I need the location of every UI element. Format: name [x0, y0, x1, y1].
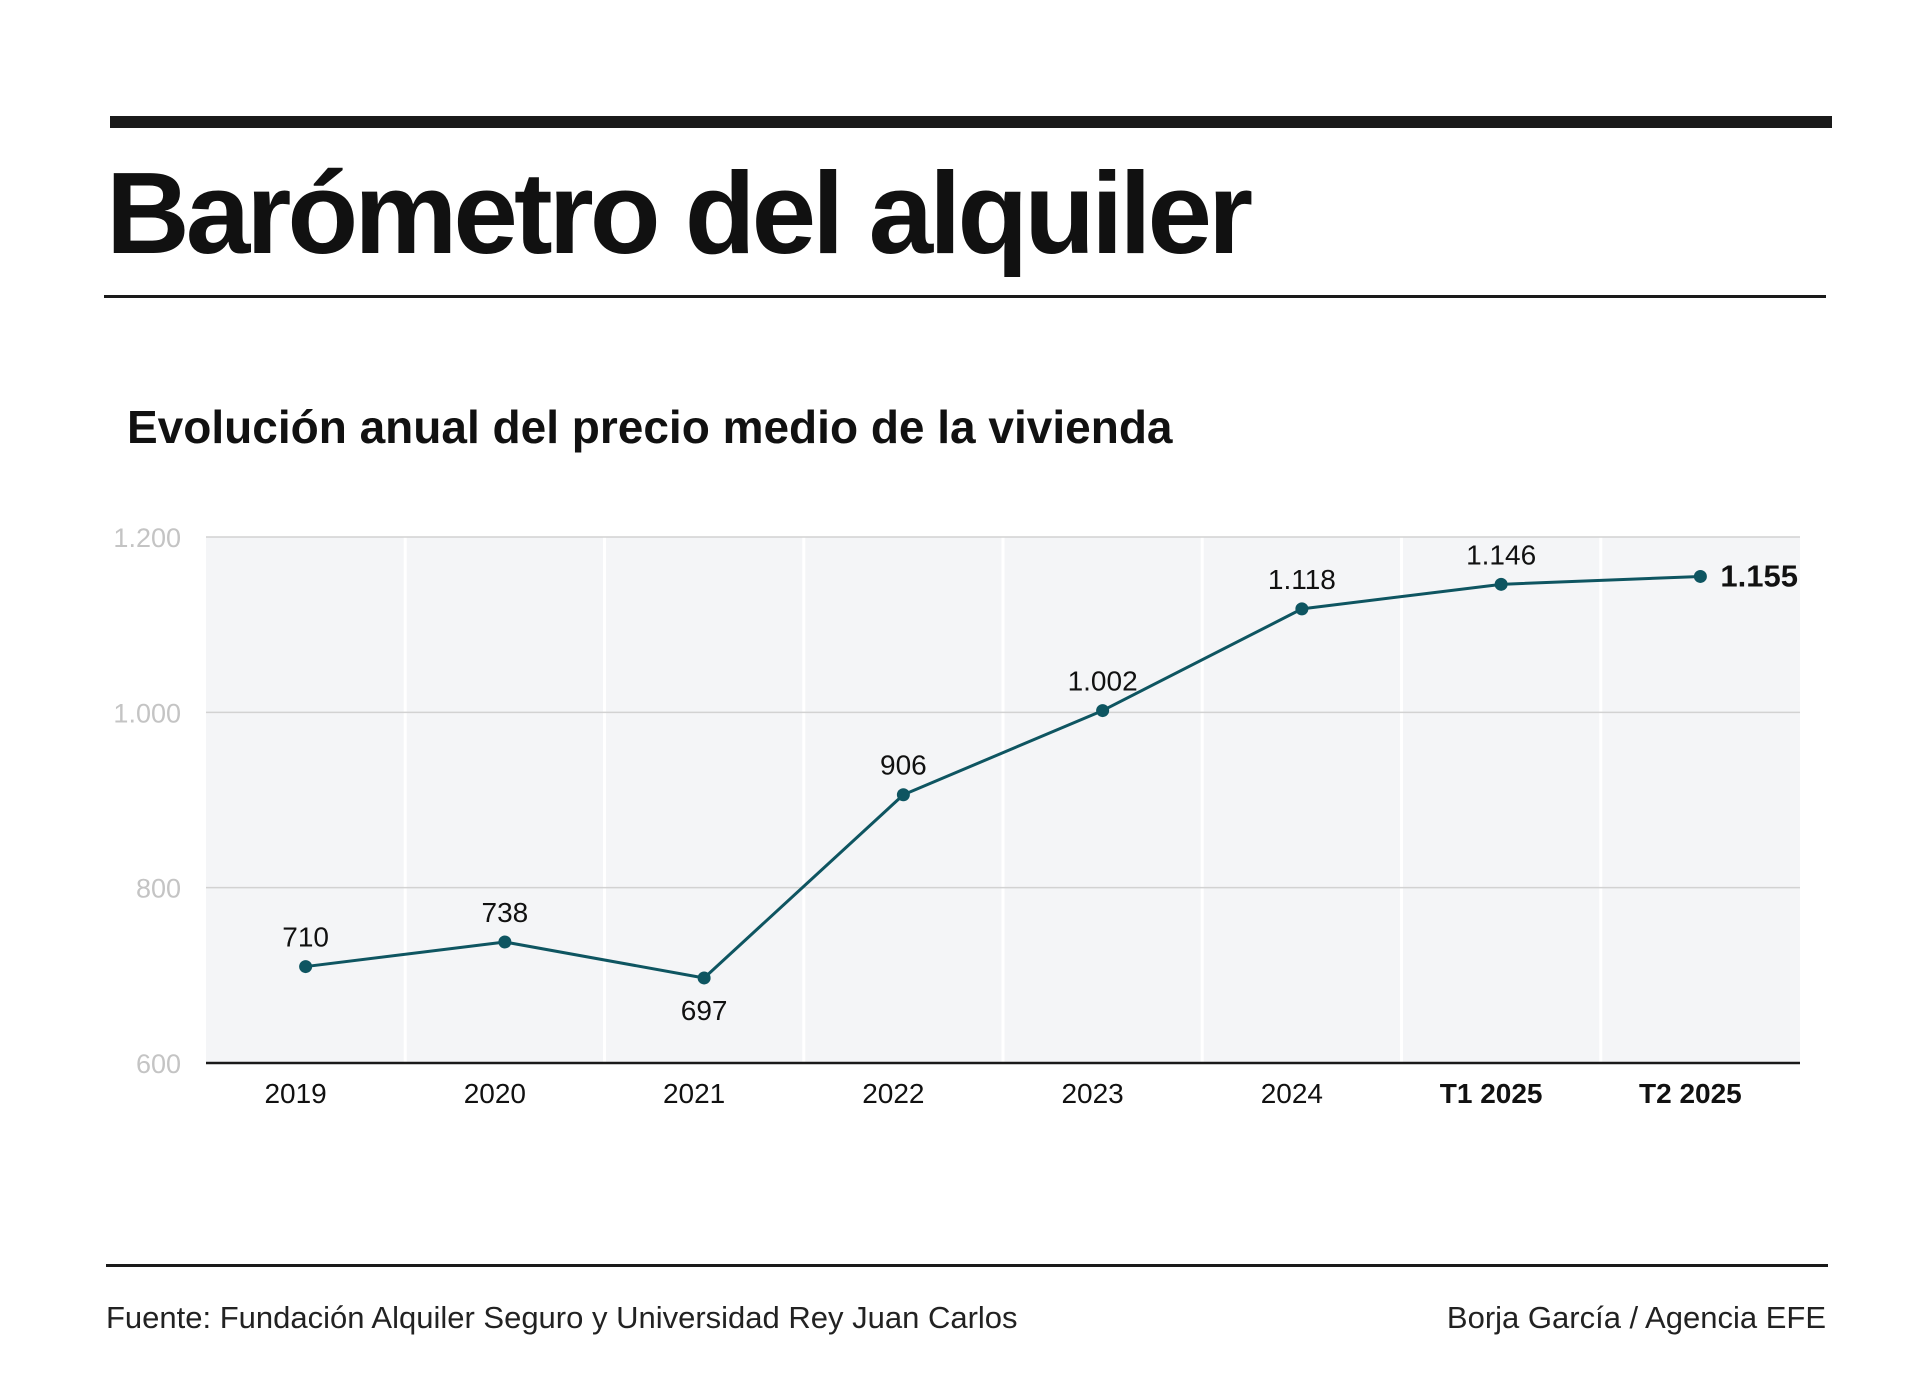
data-point: [1693, 569, 1707, 583]
data-point: [1295, 602, 1309, 616]
data-labels: 710 738 697 906 1.002 1.118 1.146 1.155: [282, 539, 1798, 1026]
data-point: [299, 960, 313, 974]
data-label: 906: [880, 750, 927, 781]
y-tick-label: 800: [136, 874, 181, 904]
data-point: [896, 788, 910, 802]
source-note: Fuente: Fundación Alquiler Seguro y Univ…: [106, 1300, 1018, 1335]
y-tick-label: 600: [136, 1049, 181, 1079]
data-label: 1.002: [1068, 666, 1138, 697]
chart-subtitle: Evolución anual del precio medio de la v…: [127, 401, 1173, 453]
x-tick-label: 2022: [862, 1078, 924, 1109]
data-label: 1.146: [1466, 539, 1536, 570]
x-axis-ticks: 2019 2020 2021 2022 2023 2024 T1 2025 T2 2025: [264, 1078, 1741, 1109]
data-point: [697, 971, 711, 985]
y-tick-label: 1.200: [113, 523, 181, 553]
line-chart: 600 800 1.000 1.200 2019 2020 2021 2022 2023 202…: [113, 523, 1800, 1109]
top-rule: [110, 116, 1832, 128]
data-point: [498, 935, 512, 949]
series-line: [305, 574, 1701, 980]
chart-grid: [206, 536, 1800, 1065]
data-point: [1494, 577, 1508, 591]
price-series: [299, 569, 1707, 985]
x-tick-label: 2019: [264, 1078, 326, 1109]
data-label: 1.118: [1268, 564, 1336, 595]
x-tick-label: T2 2025: [1639, 1078, 1742, 1109]
data-label: 697: [681, 995, 728, 1026]
x-tick-label: 2020: [464, 1078, 526, 1109]
bottom-rule: [106, 1264, 1828, 1267]
x-tick-label: 2023: [1061, 1078, 1123, 1109]
data-label: 1.155: [1720, 558, 1798, 593]
y-tick-label: 1.000: [113, 698, 181, 728]
title-rule: [104, 295, 1826, 298]
y-axis-ticks: 600 800 1.000 1.200: [113, 523, 181, 1079]
data-label: 738: [482, 897, 529, 928]
x-tick-label: T1 2025: [1440, 1078, 1543, 1109]
data-point: [1096, 704, 1110, 718]
data-label: 710: [282, 922, 329, 953]
x-tick-label: 2024: [1261, 1078, 1323, 1109]
x-tick-label: 2021: [663, 1078, 725, 1109]
author-credit: Borja García / Agencia EFE: [1446, 1300, 1826, 1335]
page-title: Barómetro del alquiler: [106, 148, 1253, 278]
